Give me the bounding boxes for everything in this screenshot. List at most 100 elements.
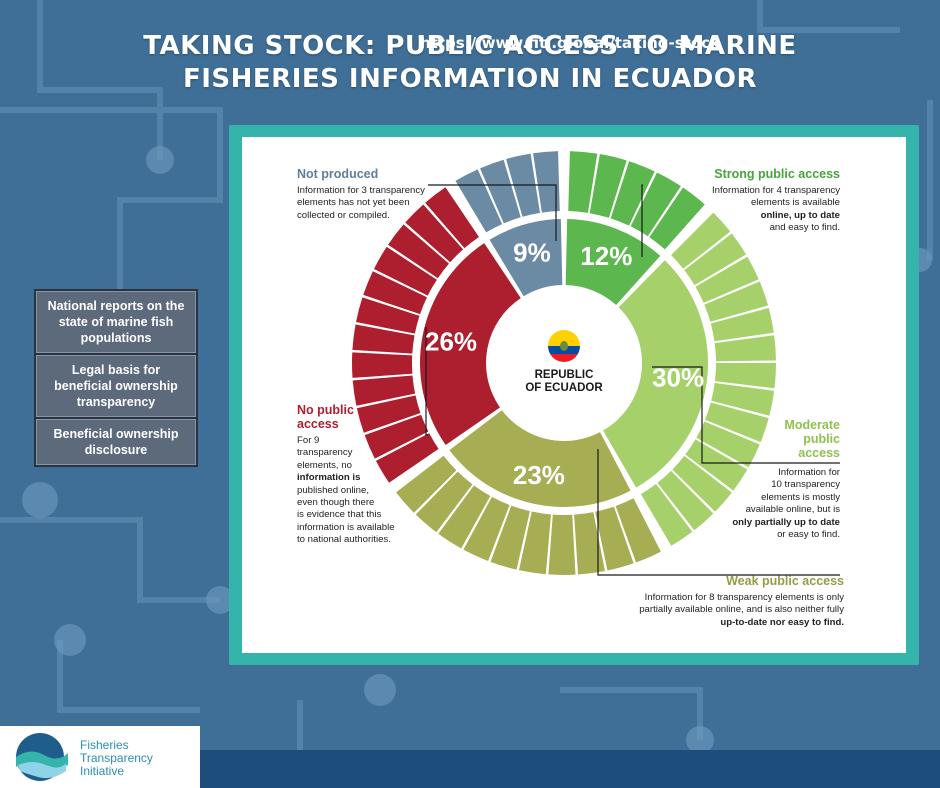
strong-title: Strong public access [714, 167, 840, 181]
percent-label-not-produced: 9% [513, 238, 551, 268]
center-disc [496, 295, 632, 431]
weak-desc: Information for 8 transparency elements … [604, 592, 844, 629]
ecuador-flag-icon [548, 330, 580, 362]
leader-line [425, 327, 428, 436]
desc-line: up-to-date nor easy to find. [720, 616, 844, 628]
leader-line [428, 184, 557, 241]
outer-segment-moderate [696, 421, 760, 468]
outer-segment-none [364, 414, 429, 459]
leader-lines [425, 184, 840, 576]
outer-segment-strong [610, 161, 655, 226]
label-weak: Weak public access Information for 8 tra… [604, 574, 844, 629]
desc-line: available online, but is [745, 504, 840, 516]
url-banner [200, 750, 940, 788]
center-label-line-1: REPUBLIC [535, 369, 594, 381]
desc-line: or easy to find. [777, 529, 840, 541]
none-desc: For 9 transparency elements, no informat… [297, 435, 417, 547]
outer-segment-none [388, 224, 449, 279]
outer-segment-not-produced [533, 151, 560, 213]
slice-moderate [603, 260, 708, 488]
percent-label-moderate: 30% [652, 362, 704, 392]
outer-segment-none [355, 297, 420, 334]
outer-segment-none [405, 204, 464, 263]
center-label-line-2: OF ECUADOR [525, 382, 603, 394]
outer-segment-moderate [671, 212, 731, 269]
desc-line: Information for 3 transparency [297, 185, 425, 196]
desc-line: For 9 [297, 435, 320, 446]
logo-text: Fisheries Transparency Initiative [80, 739, 153, 778]
outer-segment-moderate [714, 335, 776, 362]
outer-segment-strong [589, 154, 627, 218]
outer-segment-weak [574, 512, 605, 575]
desc-block: Information for 10 transparency elements… [694, 467, 840, 541]
leader-line [652, 366, 840, 464]
element-item: Beneficial ownership disclosure [36, 419, 196, 465]
slice-strong [565, 219, 661, 305]
outer-segment-weak [415, 471, 473, 533]
outer-segment-strong [568, 151, 598, 213]
desc-line: information is [297, 472, 361, 484]
moderate-desc: Information for 10 transparency elements… [694, 463, 840, 541]
desc-line: 10 transparency [771, 479, 840, 491]
title-line-1: TAKING STOCK: PUBLIC ACCESS TO MARINE [143, 31, 797, 61]
fiti-logo-icon [16, 733, 68, 781]
outer-segment-moderate [714, 363, 776, 389]
title-line: access [798, 446, 840, 460]
outer-segment-moderate [640, 483, 693, 546]
element-list: National reports on the state of marine … [34, 289, 198, 467]
percent-label-weak: 23% [513, 460, 565, 490]
outer-segment-none [425, 187, 479, 249]
outer-segment-none [352, 324, 415, 354]
element-item: Legal basis for beneficial ownership tra… [36, 355, 196, 417]
label-strong: Strong public access Information for 4 t… [674, 167, 840, 235]
outer-segment-strong [649, 187, 705, 250]
outer-segment-weak [396, 455, 457, 513]
outer-segment-moderate [710, 307, 774, 342]
outer-segment-moderate [705, 402, 769, 443]
desc-line: information is available [297, 521, 395, 533]
not-produced-desc: Information for 3 transparency elements … [297, 185, 467, 222]
outer-segment-none [352, 352, 413, 378]
title-line: No public [297, 403, 354, 417]
title-line: Moderate [784, 418, 840, 432]
footer-url-link[interactable]: https://www.fiti.global/taking-stock [419, 34, 721, 52]
desc-line: only partially up to date [732, 516, 840, 528]
desc-line: published online, [297, 484, 370, 496]
moderate-title: Moderate public access [730, 418, 840, 460]
outer-segment-none [352, 375, 416, 406]
percent-labels: 12% 30% 23% 26% 9% [425, 238, 704, 491]
desc-line: Information for 8 transparency elements … [644, 592, 844, 603]
desc-line: to national authorities. [297, 534, 391, 546]
desc-line: Information for [778, 467, 840, 478]
outer-segment-weak [518, 511, 551, 575]
donut-chart: REPUBLIC OF ECUADOR 12% 30% 23% 26% 9% [352, 151, 840, 576]
outer-segment-strong [630, 172, 681, 237]
inner-ring [420, 219, 708, 507]
label-moderate: Moderate public access [730, 418, 840, 460]
title-line: access [297, 417, 339, 431]
slice-weak [449, 410, 631, 507]
desc-line: is evidence that this [297, 509, 382, 521]
element-item: National reports on the state of marine … [36, 291, 196, 353]
title-line-2: FISHERIES INFORMATION IN ECUADOR [183, 64, 757, 94]
footer: Fisheries Transparency Initiative [0, 726, 940, 788]
outer-segment-weak [615, 498, 661, 563]
percent-label-strong: 12% [580, 241, 632, 271]
none-title: No public access [297, 403, 417, 431]
desc-line: elements is available [750, 197, 840, 209]
outer-segment-weak [463, 496, 510, 561]
title-line: public [803, 432, 840, 446]
outer-segment-moderate [684, 233, 747, 286]
outer-segment-none [373, 246, 437, 296]
leader-line [641, 184, 643, 257]
desc-line: elements, no [297, 459, 352, 471]
outer-segment-weak [595, 506, 634, 571]
page-title: TAKING STOCK: PUBLIC ACCESS TO MARINE FI… [0, 30, 940, 96]
desc-line: even though there [297, 497, 375, 509]
logo-panel: Fisheries Transparency Initiative [0, 726, 200, 788]
not-produced-title: Not produced [297, 167, 379, 181]
outer-segment-moderate [695, 256, 759, 303]
outer-segment-weak [548, 514, 576, 575]
outer-segment-moderate [685, 439, 748, 491]
desc-line: Information for 4 transparency [712, 185, 840, 196]
